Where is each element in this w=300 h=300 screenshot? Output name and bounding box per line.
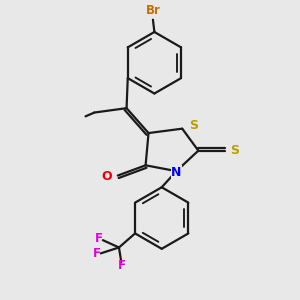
Text: N: N [171,166,182,178]
Text: F: F [95,232,103,245]
Text: S: S [189,119,198,132]
Text: S: S [230,144,239,157]
Text: O: O [101,169,112,183]
Text: F: F [118,259,126,272]
Text: F: F [93,247,101,260]
Text: Br: Br [146,4,160,17]
